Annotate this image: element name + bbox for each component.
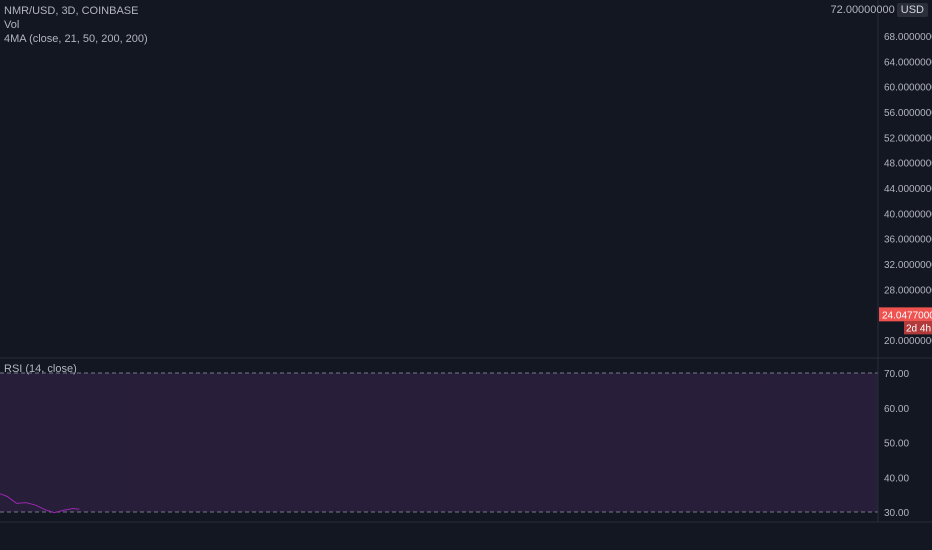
ma-legend[interactable]: 4MA (close, 21, 50, 200, 200) xyxy=(4,33,148,45)
volume-legend[interactable]: Vol xyxy=(4,19,20,31)
price-axis[interactable]: 68.00000000 64.00000000 60.00000000 56.0000… xyxy=(879,32,932,519)
rsi-legend[interactable]: RSI (14, close) xyxy=(4,363,77,375)
price-tick-label: 20.00000000 xyxy=(884,336,932,347)
price-tick-label: 64.00000000 xyxy=(884,57,932,68)
countdown-label: 2d 4h xyxy=(906,323,931,334)
price-tick-label: 44.00000000 xyxy=(884,184,932,195)
price-tick-label: 48.00000000 xyxy=(884,159,932,170)
symbol-legend[interactable]: NMR/USD, 3D, COINBASE xyxy=(4,5,139,17)
currency-indicator: 72.00000000 USD xyxy=(831,3,928,17)
rsi-band-fill xyxy=(0,373,878,512)
price-tick-label: 68.00000000 xyxy=(884,32,932,43)
price-tick-label: 40.00000000 xyxy=(884,209,932,220)
rsi-tick-label: 30.00 xyxy=(884,508,909,519)
price-tick-label: 36.00000000 xyxy=(884,235,932,246)
top-price-tick: 72.00000000 xyxy=(830,4,895,16)
rsi-tick-label: 50.00 xyxy=(884,439,909,450)
price-tick-label: 28.00000000 xyxy=(884,285,932,296)
rsi-tick-label: 70.00 xyxy=(884,369,909,380)
last-price-label: 24.04770000 xyxy=(882,310,932,321)
price-tick-label: 60.00000000 xyxy=(884,83,932,94)
last-price-badge xyxy=(879,307,932,322)
rsi-tick-label: 60.00 xyxy=(884,404,909,415)
price-tick-label: 52.00000000 xyxy=(884,133,932,144)
price-tick-label: 32.00000000 xyxy=(884,260,932,271)
rsi-pane[interactable] xyxy=(0,372,878,514)
currency-button[interactable]: USD xyxy=(896,3,928,17)
rsi-tick-label: 40.00 xyxy=(884,473,909,484)
price-tick-label: 56.00000000 xyxy=(884,108,932,119)
countdown-badge xyxy=(904,321,932,335)
rsi-line xyxy=(0,493,80,514)
